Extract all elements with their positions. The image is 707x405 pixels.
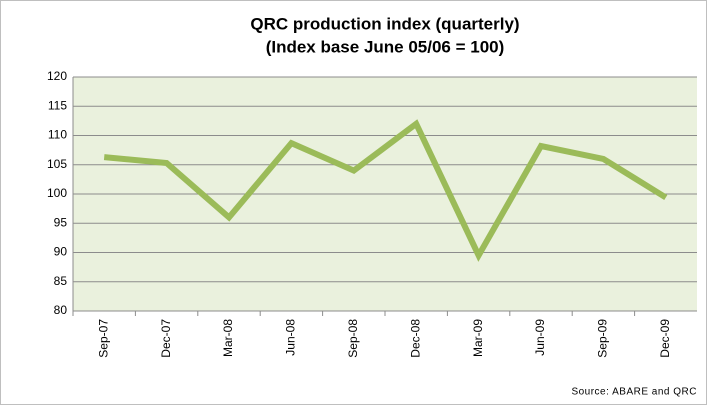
source-note: Source: ABARE and QRC (571, 387, 697, 398)
y-tick-label: 95 (54, 215, 68, 229)
x-tick-label: Mar-08 (221, 319, 235, 357)
x-tick-label: Dec-09 (658, 319, 672, 358)
chart-subtitle: (Index base June 05/06 = 100) (266, 37, 505, 56)
x-tick-label: Dec-08 (408, 319, 422, 358)
x-tick-label: Jun-08 (284, 319, 298, 356)
y-tick-label: 85 (54, 274, 68, 288)
x-tick-label: Jun-09 (533, 319, 547, 356)
data-line (103, 119, 668, 262)
y-tick-label: 110 (48, 128, 67, 142)
x-tick-label: Sep-07 (96, 319, 110, 358)
y-tick-label: 120 (47, 69, 67, 83)
y-tick-label: 100 (47, 186, 67, 200)
y-tick-label: 105 (47, 157, 67, 171)
y-tick-label: 80 (54, 303, 68, 317)
x-tick-label: Mar-09 (471, 319, 485, 357)
y-tick-label: 115 (48, 98, 67, 112)
chart-title: QRC production index (quarterly) (250, 14, 519, 33)
y-tick-label: 90 (54, 245, 68, 259)
x-tick-label: Sep-09 (596, 319, 610, 358)
x-tick-label: Sep-08 (346, 319, 360, 358)
x-tick-label: Dec-07 (159, 319, 173, 358)
